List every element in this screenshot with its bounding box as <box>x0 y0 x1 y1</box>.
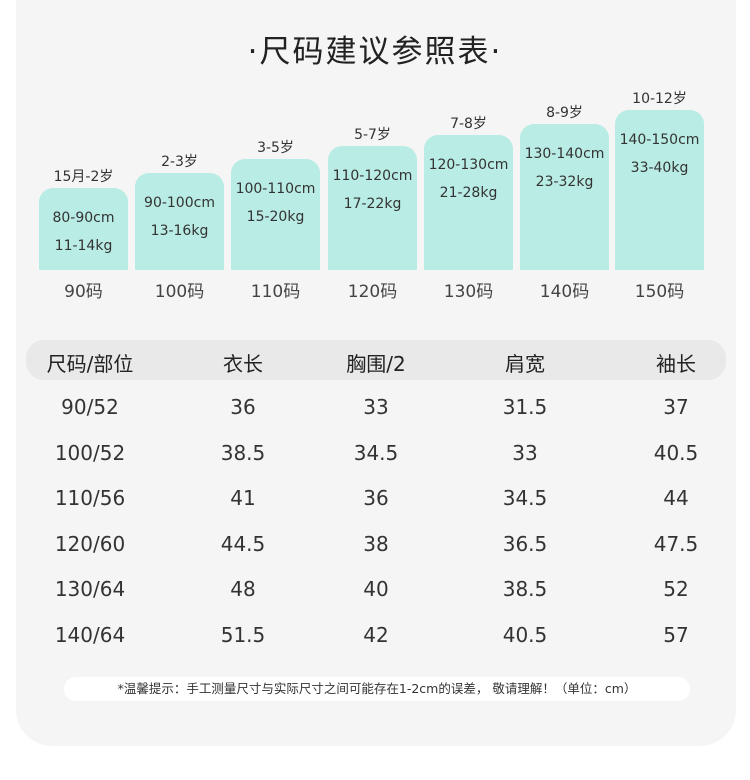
height-range: 140-150cm <box>619 132 700 148</box>
cell-length: 38.5 <box>220 441 266 465</box>
cell-length: 44.5 <box>220 532 266 556</box>
size-label: 110码 <box>250 282 301 302</box>
cell-shoulder: 40.5 <box>502 623 548 647</box>
cell-size: 120/60 <box>54 532 126 556</box>
height-range: 120-130cm <box>428 157 509 173</box>
cell-sleeve: 47.5 <box>653 532 699 556</box>
cell-sleeve: 40.5 <box>653 441 699 465</box>
cell-sleeve: 52 <box>663 577 689 601</box>
size-label: 140码 <box>539 282 590 302</box>
age-label: 8-9岁 <box>546 105 583 121</box>
size-bar: 80-90cm 11-14kg <box>39 188 128 270</box>
size-bar-group: 2-3岁 90-100cm 13-16kg 100码 <box>135 0 224 302</box>
cell-shoulder: 36.5 <box>502 532 548 556</box>
age-label: 7-8岁 <box>450 116 487 132</box>
cell-sleeve: 44 <box>663 486 689 510</box>
weight-range: 21-28kg <box>439 185 498 201</box>
cell-length: 51.5 <box>220 623 266 647</box>
cell-length: 36 <box>230 395 256 419</box>
cell-size: 90/52 <box>61 395 119 419</box>
size-label: 130码 <box>443 282 494 302</box>
age-label: 3-5岁 <box>257 140 294 156</box>
weight-range: 23-32kg <box>535 174 594 190</box>
height-range: 80-90cm <box>52 210 115 226</box>
cell-size: 140/64 <box>54 623 126 647</box>
cell-chest: 34.5 <box>353 441 399 465</box>
cell-chest: 36 <box>363 486 389 510</box>
size-bar: 100-110cm 15-20kg <box>231 159 320 270</box>
weight-range: 11-14kg <box>54 238 113 254</box>
cell-length: 41 <box>230 486 256 510</box>
age-label: 15月-2岁 <box>53 169 114 185</box>
header-size-part: 尺码/部位 <box>46 352 134 376</box>
cell-size: 110/56 <box>54 486 126 510</box>
height-range: 110-120cm <box>332 168 413 184</box>
cell-size: 100/52 <box>54 441 126 465</box>
weight-range: 13-16kg <box>150 223 209 239</box>
header-chest: 胸围/2 <box>346 352 406 376</box>
size-label: 100码 <box>154 282 205 302</box>
cell-shoulder: 38.5 <box>502 577 548 601</box>
cell-chest: 38 <box>363 532 389 556</box>
size-bar: 90-100cm 13-16kg <box>135 173 224 270</box>
weight-range: 15-20kg <box>246 209 305 225</box>
height-range: 90-100cm <box>144 195 215 211</box>
size-label: 120码 <box>347 282 398 302</box>
size-label: 90码 <box>64 282 103 302</box>
cell-shoulder: 34.5 <box>502 486 548 510</box>
size-bar: 140-150cm 33-40kg <box>615 110 704 270</box>
cell-chest: 33 <box>363 395 389 419</box>
cell-chest: 42 <box>363 623 389 647</box>
size-bar-group: 5-7岁 110-120cm 17-22kg 120码 <box>328 0 417 302</box>
age-label: 2-3岁 <box>161 154 198 170</box>
size-bar-group: 8-9岁 130-140cm 23-32kg 140码 <box>520 0 609 302</box>
age-label: 5-7岁 <box>354 127 391 143</box>
measurement-note: *温馨提示：手工测量尺寸与实际尺寸之间可能存在1-2cm的误差， 敬请理解！（单… <box>64 677 690 701</box>
height-range: 100-110cm <box>235 181 316 197</box>
size-bar: 110-120cm 17-22kg <box>328 146 417 270</box>
height-range: 130-140cm <box>524 146 605 162</box>
age-label: 10-12岁 <box>632 91 687 107</box>
cell-shoulder: 33 <box>512 441 538 465</box>
size-bar-group: 15月-2岁 80-90cm 11-14kg 90码 <box>39 0 128 302</box>
page-title: ·尺码建议参照表· <box>247 34 503 70</box>
cell-sleeve: 57 <box>663 623 689 647</box>
size-bar: 130-140cm 23-32kg <box>520 124 609 270</box>
table-header: 尺码/部位 衣长 胸围/2 肩宽 袖长 <box>26 340 726 380</box>
cell-size: 130/64 <box>54 577 126 601</box>
header-shoulder: 肩宽 <box>505 352 545 376</box>
header-length: 衣长 <box>223 352 263 376</box>
header-sleeve: 袖长 <box>656 352 696 376</box>
size-bar-group: 10-12岁 140-150cm 33-40kg 150码 <box>615 0 704 302</box>
cell-length: 48 <box>230 577 256 601</box>
size-bar: 120-130cm 21-28kg <box>424 135 513 270</box>
weight-range: 17-22kg <box>343 196 402 212</box>
size-bar-group: 3-5岁 100-110cm 15-20kg 110码 <box>231 0 320 302</box>
cell-chest: 40 <box>363 577 389 601</box>
weight-range: 33-40kg <box>630 160 689 176</box>
size-bar-group: 7-8岁 120-130cm 21-28kg 130码 <box>424 0 513 302</box>
cell-sleeve: 37 <box>663 395 689 419</box>
size-label: 150码 <box>634 282 685 302</box>
cell-shoulder: 31.5 <box>502 395 548 419</box>
